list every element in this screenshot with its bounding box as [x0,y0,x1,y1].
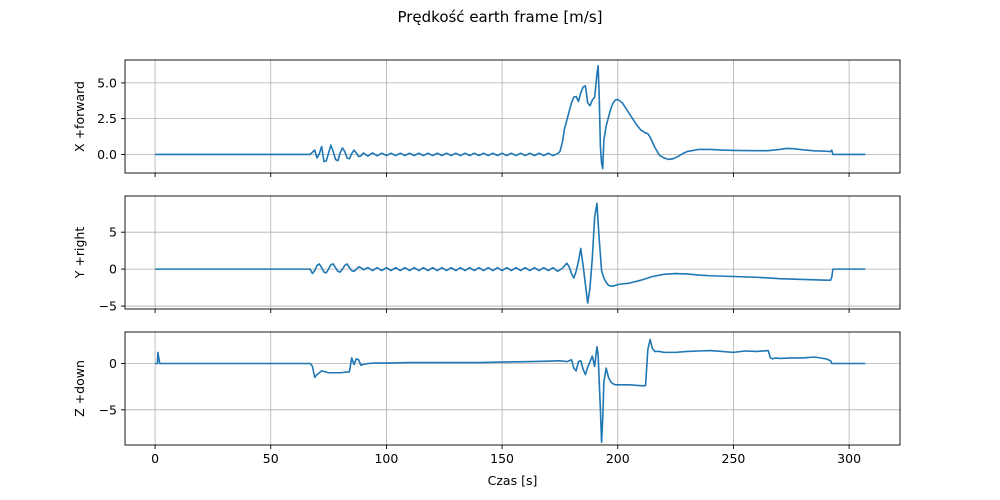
ytick-label: −5 [99,402,117,417]
ylabel-z-down: Z +down [72,360,87,417]
xtick-label: 250 [722,451,746,466]
subplot-x-forward: 0.0 2.5 5.0 X +forward [72,59,901,177]
ytick-label: −5 [99,299,117,314]
xtick-label: 200 [606,451,630,466]
series-x-forward [155,64,866,170]
series-y-right [155,202,866,304]
series-line-x-forward [155,64,866,170]
grid-x-forward [125,60,900,173]
series-line-z-down [155,338,866,444]
ylabel-x-forward: X +forward [72,81,87,152]
ytick-label: 0 [109,262,117,277]
ticks-y-right: −5 0 5 [99,225,850,314]
xlabel-czas: Czas [s] [488,473,538,488]
ticks-z-down: 0 50 100 150 200 250 300 −5 0 [99,356,862,466]
xtick-label: 300 [837,451,861,466]
xtick-label: 50 [263,451,279,466]
xtick-label: 100 [374,451,398,466]
ytick-label: 2.5 [97,111,117,126]
figure-title: Prędkość earth frame [m/s] [397,8,602,26]
xtick-label: 150 [490,451,514,466]
axes-frame-z-down [124,331,901,446]
grid-z-down [125,332,900,445]
ytick-label: 5 [109,225,117,240]
axes-frame-x-forward [124,59,901,174]
series-z-down [155,338,866,444]
grid-y-right [125,196,900,309]
series-line-y-right [155,202,866,304]
subplot-y-right: −5 0 5 Y +right [72,195,901,314]
axes-frame-y-right [124,195,901,310]
xtick-label: 0 [151,451,159,466]
subplot-z-down: 0 50 100 150 200 250 300 −5 0 Z +down Czas [s] [72,331,901,488]
ytick-label: 0.0 [97,147,117,162]
ylabel-y-right: Y +right [72,227,87,280]
ytick-label: 0 [109,356,117,371]
ytick-label: 5.0 [97,75,117,90]
ticks-x-forward: 0.0 2.5 5.0 [97,75,850,177]
